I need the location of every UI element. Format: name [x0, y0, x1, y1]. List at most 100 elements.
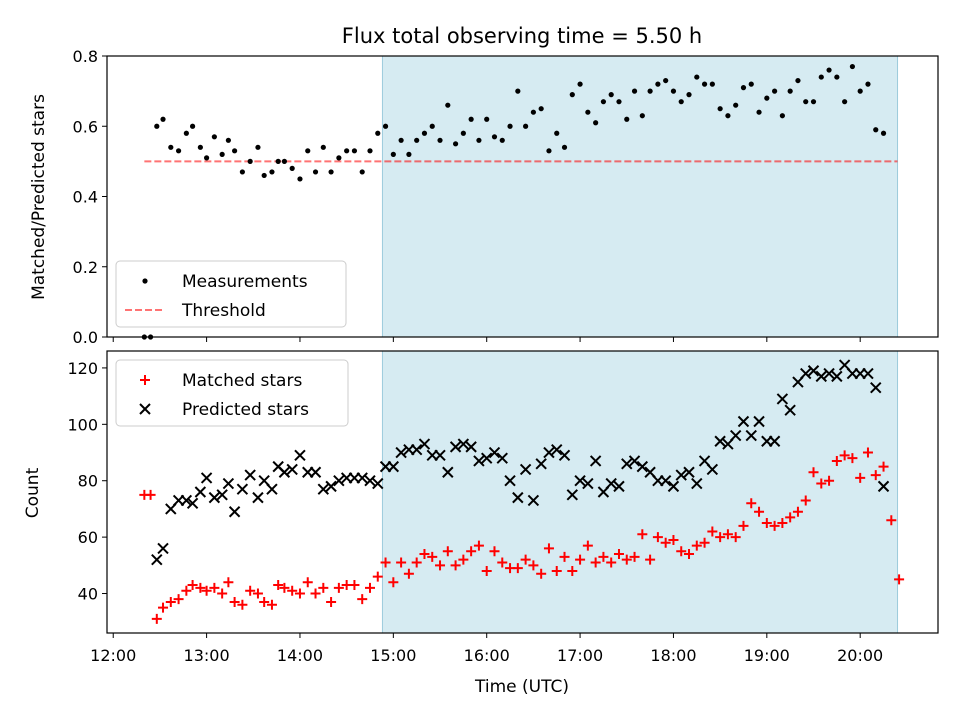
predicted-point: [659, 475, 672, 487]
predicted-point: [286, 463, 298, 476]
bottom-y-axis-label: Count: [23, 467, 43, 518]
matched-point: [816, 478, 827, 489]
measurement-point: [873, 127, 879, 133]
legend-label: Measurements: [182, 272, 308, 292]
measurement-point: [826, 67, 832, 73]
measurement-point: [655, 81, 661, 87]
predicted-point: [465, 441, 477, 453]
measurement-point: [756, 109, 762, 115]
measurement-point: [261, 172, 267, 179]
x-tick-label: 16:00: [464, 646, 510, 665]
predicted-point: [186, 497, 199, 509]
measurement-point: [344, 148, 350, 154]
legend-box: [115, 260, 347, 328]
matched-point: [707, 526, 718, 537]
measurement-point: [421, 130, 428, 136]
measurement-point: [569, 92, 575, 98]
predicted-point: [387, 460, 400, 473]
measurement-point: [336, 155, 342, 161]
predicted-point: [582, 477, 594, 490]
measurement-point: [239, 169, 245, 175]
predicted-point: [228, 506, 241, 518]
predicted-point: [481, 452, 493, 464]
measurement-point: [733, 102, 739, 108]
predicted-point: [551, 443, 563, 456]
matched-point: [894, 574, 905, 585]
matched-point: [800, 495, 811, 506]
matched-point: [785, 512, 796, 523]
matched-point: [559, 551, 570, 562]
measurement-point: [406, 151, 412, 157]
matched-point: [403, 568, 414, 579]
legend-label: Threshold: [181, 301, 266, 321]
predicted-point: [395, 446, 407, 459]
measurement-point: [787, 88, 793, 94]
matched-point: [209, 582, 220, 593]
observing-span: [382, 56, 898, 337]
matched-point: [201, 585, 212, 596]
matched-point: [878, 461, 889, 472]
matched-point: [551, 565, 562, 576]
predicted-point: [325, 480, 337, 493]
matched-point: [145, 489, 156, 500]
matched-point: [761, 518, 772, 529]
matched-point: [528, 560, 539, 571]
predicted-point: [434, 449, 446, 462]
matched-point: [372, 571, 383, 582]
predicted-point: [877, 480, 890, 493]
predicted-point: [519, 463, 532, 476]
predicted-point: [309, 466, 322, 478]
measurement-point: [297, 176, 303, 182]
predicted-point: [807, 365, 820, 377]
y-tick-label: 120: [67, 359, 98, 378]
matched-point: [481, 565, 492, 576]
matched-point: [792, 506, 803, 517]
matched-point: [497, 557, 508, 568]
measurement-point: [445, 102, 451, 108]
x-axis-label: Time (UTC): [474, 677, 569, 697]
matched-point: [699, 537, 710, 548]
measurement-point: [803, 99, 809, 105]
measurement-point: [328, 169, 334, 175]
measurement-point: [289, 165, 295, 171]
predicted-point: [535, 458, 547, 470]
measurement-point: [305, 148, 311, 154]
predicted-point: [157, 542, 169, 555]
matched-point: [831, 455, 842, 466]
predicted-point: [628, 455, 641, 467]
measurement-point: [414, 137, 420, 143]
predicted-point: [823, 367, 835, 380]
top-y-axis-label: Matched/Predicted stars: [29, 94, 49, 300]
legend-marker-dot: [142, 278, 148, 284]
matched-point: [357, 594, 368, 605]
measurement-point: [585, 109, 591, 115]
matched-point: [684, 549, 695, 560]
predicted-point: [737, 415, 750, 428]
measurement-point: [515, 88, 521, 94]
matched-point: [411, 557, 422, 568]
predicted-point: [216, 489, 228, 501]
matched-point: [582, 540, 593, 551]
matched-point: [730, 532, 741, 543]
matched-point: [613, 549, 624, 560]
matched-point: [287, 585, 298, 596]
measurement-point: [160, 116, 166, 122]
matched-point: [668, 534, 679, 545]
predicted-point: [266, 483, 278, 495]
measurement-point: [460, 130, 466, 136]
predicted-point: [729, 429, 742, 442]
measurement-point: [717, 106, 723, 112]
matched-point: [435, 560, 446, 571]
predicted-point: [870, 381, 882, 394]
series-matched-stars: [139, 447, 905, 624]
measurement-point: [631, 88, 638, 94]
predicted-point: [613, 480, 625, 493]
matched-point: [637, 529, 648, 540]
observing-span: [382, 351, 898, 633]
matched-point: [388, 577, 399, 588]
predicted-point: [356, 472, 368, 484]
measurement-point: [842, 99, 848, 105]
matched-point: [489, 546, 500, 557]
matched-point: [590, 557, 601, 568]
predicted-point: [512, 491, 524, 504]
